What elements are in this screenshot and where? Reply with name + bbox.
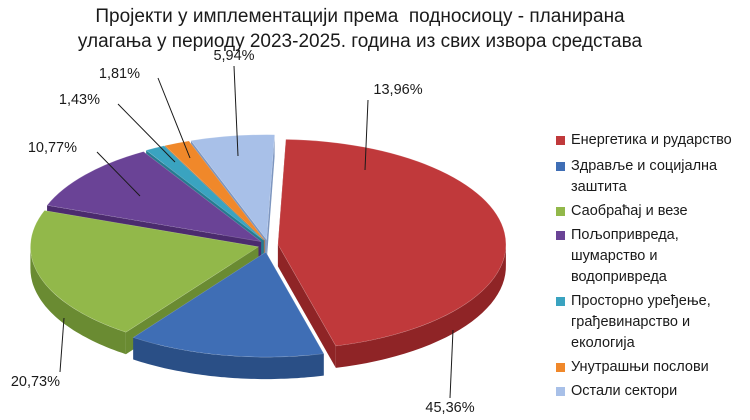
legend-label-line: Саобраћај и везе [571, 203, 688, 219]
legend-item: Просторно уређење, грађевинарство и еколог… [556, 291, 750, 354]
legend-label-line: Здравље и социјална [571, 158, 718, 174]
legend-swatch [556, 387, 565, 396]
slice-side-wall [30, 246, 126, 355]
leader-line [157, 77, 191, 159]
data-label: 13,96% [373, 82, 422, 98]
legend-swatch [556, 297, 565, 306]
legend-swatch [556, 231, 565, 240]
legend-label: Остали сектори [571, 381, 750, 402]
legend: Енергетика и рударство Здравље и социјалн… [556, 130, 750, 405]
data-label: 10,77% [28, 140, 77, 156]
pie-slice [190, 134, 275, 241]
legend-label-line: Унутрашњи послови [571, 359, 709, 375]
chart-title-line-2: улагања у периоду 2023-2025. година из с… [77, 31, 643, 52]
pie-slice [277, 139, 507, 347]
legend-item: Унутрашњи послови [556, 357, 750, 378]
legend-swatch [556, 162, 565, 171]
legend-label: Унутрашњи послови [571, 357, 750, 378]
pie-slice [145, 145, 264, 241]
legend-item: Саобраћај и везе [556, 201, 750, 222]
slice-side-wall [335, 242, 506, 368]
legend-label-line: шумарство и [571, 248, 658, 264]
legend-swatch [556, 363, 565, 372]
slice-radial-wall [277, 244, 336, 368]
legend-label: Саобраћај и везе [571, 201, 750, 222]
legend-label-line: грађевинарство и [571, 314, 691, 330]
legend-item: Пољопривреда, шумарство и водопривреда [556, 225, 750, 288]
data-label: 20,73% [11, 374, 60, 390]
chart-title: Пројекти у имплементацији према подносио… [40, 4, 680, 54]
data-label: 1,81% [99, 66, 140, 82]
legend-label-line: водопривреда [571, 269, 667, 285]
pie-slice [30, 210, 260, 333]
legend-label-line: Просторно уређење, [571, 293, 711, 309]
legend-label-line: Енергетика и рударство [571, 132, 732, 148]
legend-label-line: Остали сектори [571, 383, 678, 399]
legend-label: Просторно уређење, грађевинарство и еколог… [571, 291, 750, 354]
data-label: 45,36% [425, 400, 474, 416]
leader-line [364, 99, 369, 171]
legend-swatch [556, 136, 565, 145]
legend-label-line: екологија [571, 335, 635, 351]
legend-label-line: заштита [571, 179, 627, 195]
legend-item: Здравље и социјална заштита [556, 156, 750, 198]
legend-item: Остали сектори [556, 381, 750, 402]
data-label: 5,94% [213, 48, 254, 64]
legend-item: Енергетика и рударство [556, 130, 750, 151]
leader-line [233, 65, 239, 157]
legend-label-line: Пољопривреда, [571, 227, 679, 243]
leader-line [449, 329, 454, 399]
data-label: 1,43% [59, 92, 100, 108]
pie-slice [164, 140, 265, 241]
slice-tops [30, 134, 507, 358]
leader-line [59, 317, 65, 373]
leader-line [117, 103, 176, 163]
chart-title-line-1: Пројекти у имплементацији према подносио… [95, 6, 625, 27]
legend-label: Енергетика и рударство [571, 130, 750, 151]
legend-swatch [556, 207, 565, 216]
leader-line [96, 151, 141, 197]
slice-radial-wall [266, 134, 275, 262]
legend-label: Пољопривреда, шумарство и водопривреда [571, 225, 750, 288]
pie-slice [46, 151, 262, 242]
slice-side-wall [133, 337, 324, 380]
legend-label: Здравље и социјална заштита [571, 156, 750, 198]
pie-slice [132, 251, 325, 358]
